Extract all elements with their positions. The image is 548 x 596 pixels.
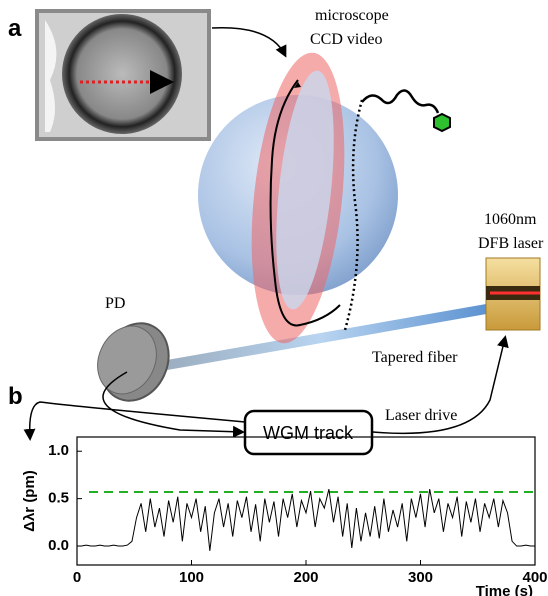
plot-frame	[77, 437, 535, 565]
panel-label: b	[8, 383, 23, 410]
label: PD	[105, 295, 125, 312]
y-tick-label: 0.5	[48, 490, 69, 507]
label: WGM track	[263, 423, 354, 443]
label: DFB laser	[478, 235, 544, 252]
label: 1060nm	[484, 211, 537, 228]
inset-sphere	[62, 14, 182, 134]
y-tick-label: 0.0	[48, 537, 69, 554]
x-axis-label: Time (s)	[476, 583, 533, 596]
label: CCD video	[310, 31, 382, 48]
y-axis-label: Δλr (pm)	[21, 470, 38, 532]
label: Tapered fiber	[372, 349, 458, 366]
tether	[362, 90, 438, 113]
label: microscope	[315, 7, 389, 24]
figure: a b microscope CCD video 1060nm DFB lase…	[0, 0, 548, 596]
molecule	[434, 114, 450, 131]
diagram: a b microscope CCD video 1060nm DFB lase…	[8, 7, 544, 454]
trace	[77, 489, 535, 551]
x-tick-label: 0	[73, 569, 81, 586]
panel-label: a	[8, 15, 22, 42]
label: Laser drive	[385, 407, 457, 424]
y-tick-label: 1.0	[48, 442, 69, 459]
x-tick-label: 100	[179, 569, 204, 586]
x-tick-label: 200	[293, 569, 318, 586]
arrow	[212, 28, 285, 55]
x-tick-label: 300	[408, 569, 433, 586]
